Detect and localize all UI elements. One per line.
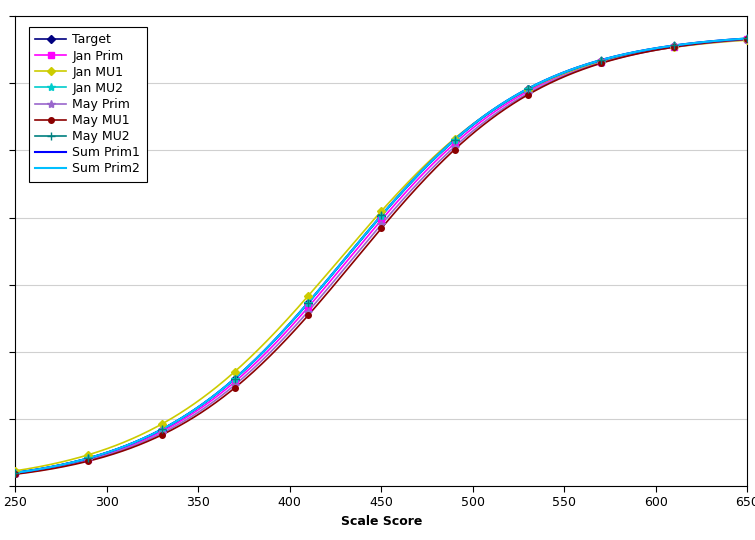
X-axis label: Scale Score: Scale Score [341, 515, 422, 528]
Legend: Target, Jan Prim, Jan MU1, Jan MU2, May Prim, May MU1, May MU2, Sum Prim1, Sum P: Target, Jan Prim, Jan MU1, Jan MU2, May … [29, 27, 146, 181]
